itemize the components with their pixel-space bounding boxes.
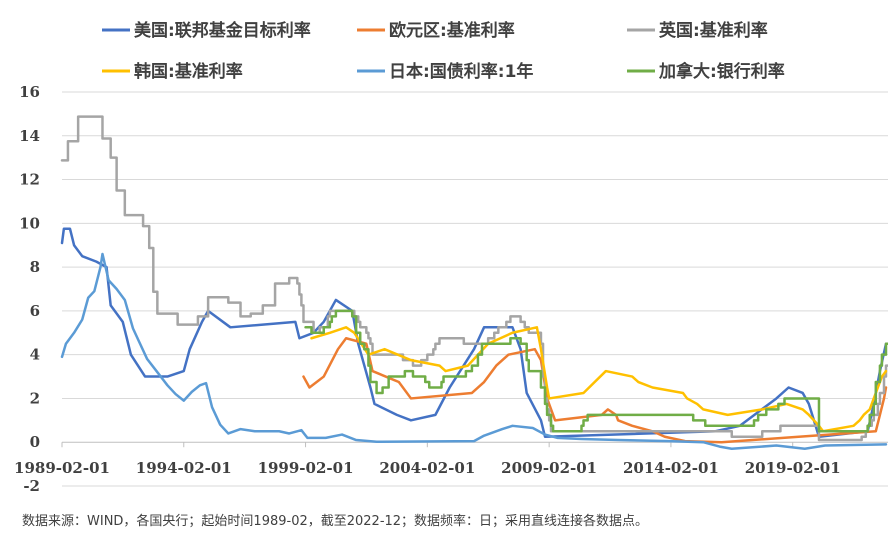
y-tick-label: 6: [30, 302, 40, 320]
legend-label-0: 美国:联邦基金目标利率: [134, 20, 311, 41]
x-tick-label: 1994-02-01: [136, 459, 232, 477]
y-tick-label: -2: [23, 477, 40, 495]
legend-label-4: 日本:国债利率:1年: [389, 61, 533, 82]
y-tick-label: 2: [30, 389, 40, 407]
x-tick-label: 2004-02-01: [379, 459, 475, 477]
series-layer: [60, 115, 888, 451]
x-tick-label: 1989-02-01: [14, 459, 110, 477]
series-line-0: [60, 227, 888, 438]
series-line-4: [60, 252, 888, 451]
y-tick-label: 0: [30, 433, 40, 451]
legend-label-1: 欧元区:基准利率: [389, 20, 515, 41]
x-tick-label: 2009-02-01: [501, 459, 597, 477]
legend-label-5: 加拿大:银行利率: [658, 61, 785, 82]
y-tick-label: 12: [19, 171, 40, 189]
legend-label-2: 英国:基准利率: [659, 20, 768, 41]
series-line-3: [310, 326, 888, 433]
x-tick-label: 2014-02-01: [623, 459, 719, 477]
y-tick-label: 14: [19, 127, 40, 145]
x-tick-label: 1999-02-01: [258, 459, 354, 477]
source-note: 数据来源：WIND，各国央行；起始时间1989-02，截至2022-12；数据频…: [22, 514, 649, 529]
grid-layer: [62, 91, 888, 487]
y-tick-label: 10: [19, 214, 40, 232]
y-tick-label: 8: [30, 258, 40, 276]
y-tick-label: 16: [19, 83, 40, 101]
series-line-5: [304, 309, 888, 433]
legend-label-3: 韩国:基准利率: [134, 61, 243, 82]
x-tick-label: 2019-02-01: [745, 459, 841, 477]
y-tick-label: 4: [30, 346, 40, 364]
